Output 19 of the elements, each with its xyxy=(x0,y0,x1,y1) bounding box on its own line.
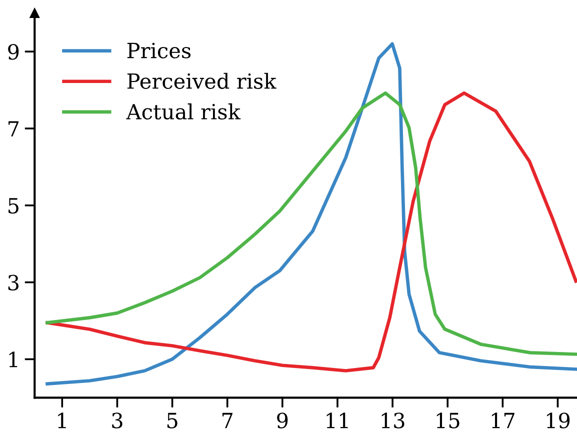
x-tick-label: 9 xyxy=(277,412,288,428)
line-series xyxy=(46,42,577,386)
x-tick-label: 5 xyxy=(167,412,178,428)
legend-label: Actual risk xyxy=(126,103,241,120)
y-tick-label: 7 xyxy=(8,121,19,136)
x-tick-label: 11 xyxy=(326,412,348,428)
x-tick-label: 17 xyxy=(492,412,514,428)
legend-label: Perceived risk xyxy=(127,72,276,89)
y-tick-label: 9 xyxy=(8,44,19,60)
x-tick-label: 3 xyxy=(112,412,122,428)
x-tick-label: 1 xyxy=(58,412,66,428)
y-tick-label: 3 xyxy=(8,274,18,291)
x-tick-label: 13 xyxy=(382,412,404,428)
x-tick-label: 19 xyxy=(547,412,570,428)
x-tick-label: 7 xyxy=(222,412,232,428)
legend-label: Prices xyxy=(127,42,191,58)
y-tick-label: 5 xyxy=(8,198,18,214)
x-tick-label: 15 xyxy=(436,412,460,428)
y-tick-label: 1 xyxy=(9,352,18,368)
